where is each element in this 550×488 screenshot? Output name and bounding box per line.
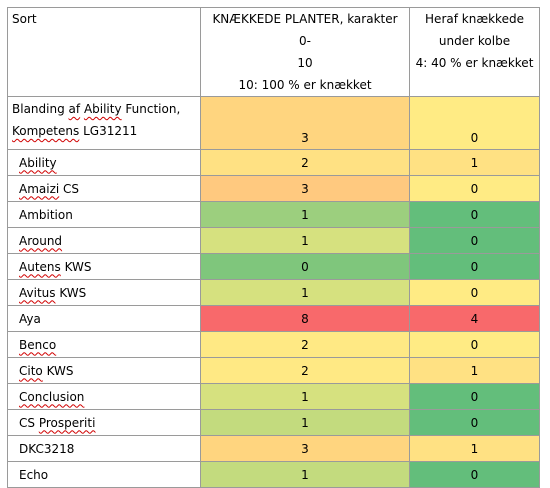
broken-under-cob-score: 0 [409, 383, 540, 410]
broken-plants-score: 1 [200, 409, 410, 436]
header-under-cob-line1: Heraf knækkede [425, 12, 524, 26]
variety-name: DKC3218 [7, 435, 201, 462]
table-row: Amaizi CS 3 0 [7, 175, 540, 202]
table-row: Ambition 1 0 [7, 201, 540, 228]
variety-name: Cito KWS [7, 357, 201, 384]
variety-name-text: Conclusion [19, 389, 85, 404]
variety-name: Amaizi CS [7, 175, 201, 202]
header-under-cob-scale: 4: 40 % er knækket [415, 56, 534, 70]
variety-name-text: Aya [19, 311, 41, 326]
broken-plants-score: 1 [200, 383, 410, 410]
table-row: Around 1 0 [7, 227, 540, 254]
broken-under-cob-score: 0 [409, 331, 540, 358]
variety-name-text: Echo [19, 467, 49, 482]
broken-plants-score: 1 [200, 201, 410, 228]
broken-under-cob-score: 4 [409, 305, 540, 332]
table-row: Cito KWS 2 1 [7, 357, 540, 384]
table-row: Avitus KWS 1 0 [7, 279, 540, 306]
broken-plants-score: 1 [200, 227, 410, 254]
header-sort: Sort [7, 7, 201, 97]
broken-plants-score: 2 [200, 149, 410, 176]
broken-under-cob-score: 1 [409, 357, 540, 384]
broken-plants-score: 2 [200, 331, 410, 358]
variety-name-text: Benco [19, 337, 57, 352]
broken-under-cob-score: 0 [409, 253, 540, 280]
broken-under-cob-score: 0 [409, 96, 540, 150]
variety-name: Benco [7, 331, 201, 358]
variety-name: Around [7, 227, 201, 254]
header-sort-label: Sort [12, 12, 37, 26]
broken-under-cob-score: 1 [409, 435, 540, 462]
broken-plants-score: 3 [200, 96, 410, 150]
table-row: Aya 8 4 [7, 305, 540, 332]
header-broken-plants-line2: 10 [297, 56, 313, 70]
variety-name-text: Avitus KWS [19, 285, 87, 300]
broken-plants-score: 0 [200, 253, 410, 280]
variety-name-text: Amaizi CS [19, 181, 80, 196]
header-row: Sort KNÆKKEDE PLANTER, karakter 0- 10 10… [7, 7, 540, 97]
variety-name-text: Ambition [19, 207, 73, 222]
table-row: Autens KWS 0 0 [7, 253, 540, 280]
broken-under-cob-score: 0 [409, 227, 540, 254]
variety-name: Ability [7, 149, 201, 176]
variety-name-text: Blanding af Ability Function, [12, 102, 181, 116]
variety-name: Conclusion [7, 383, 201, 410]
variety-name: CS Prosperiti [7, 409, 201, 436]
variety-name-text-line2: Kompetens LG31211 [12, 124, 138, 138]
header-broken-under-cob: Heraf knækkede under kolbe 4: 40 % er kn… [409, 7, 540, 97]
variety-name-text: DKC3218 [19, 441, 75, 456]
table-row: DKC3218 3 1 [7, 435, 540, 462]
variety-name: Ambition [7, 201, 201, 228]
table-row: Ability 2 1 [7, 149, 540, 176]
broken-plants-score: 3 [200, 175, 410, 202]
header-broken-plants-scale: 10: 100 % er knækket [238, 78, 372, 92]
variety-name: Aya [7, 305, 201, 332]
table-row: Conclusion 1 0 [7, 383, 540, 410]
variety-name-text: Cito KWS [19, 363, 74, 378]
variety-name-text: CS Prosperiti [19, 415, 96, 430]
header-broken-plants: KNÆKKEDE PLANTER, karakter 0- 10 10: 100… [200, 7, 410, 97]
header-under-cob-line2: under kolbe [438, 34, 511, 48]
variety-table: Sort KNÆKKEDE PLANTER, karakter 0- 10 10… [7, 7, 540, 488]
variety-name: Avitus KWS [7, 279, 201, 306]
broken-under-cob-score: 0 [409, 201, 540, 228]
broken-plants-score: 3 [200, 435, 410, 462]
broken-under-cob-score: 0 [409, 409, 540, 436]
broken-under-cob-score: 0 [409, 175, 540, 202]
broken-under-cob-score: 1 [409, 149, 540, 176]
table-row: Benco 2 0 [7, 331, 540, 358]
variety-name: Autens KWS [7, 253, 201, 280]
header-broken-plants-line1: KNÆKKEDE PLANTER, karakter 0- [212, 12, 398, 48]
broken-under-cob-score: 0 [409, 279, 540, 306]
broken-plants-score: 2 [200, 357, 410, 384]
variety-name-text: Around [19, 233, 63, 248]
table-row: CS Prosperiti 1 0 [7, 409, 540, 436]
variety-name-text: Ability [19, 155, 57, 170]
broken-plants-score: 8 [200, 305, 410, 332]
variety-name: Blanding af Ability Function, Kompetens L… [7, 96, 201, 150]
broken-plants-score: 1 [200, 279, 410, 306]
table-row: Blanding af Ability Function, Kompetens L… [7, 96, 540, 150]
variety-name-text: Autens KWS [19, 259, 92, 274]
